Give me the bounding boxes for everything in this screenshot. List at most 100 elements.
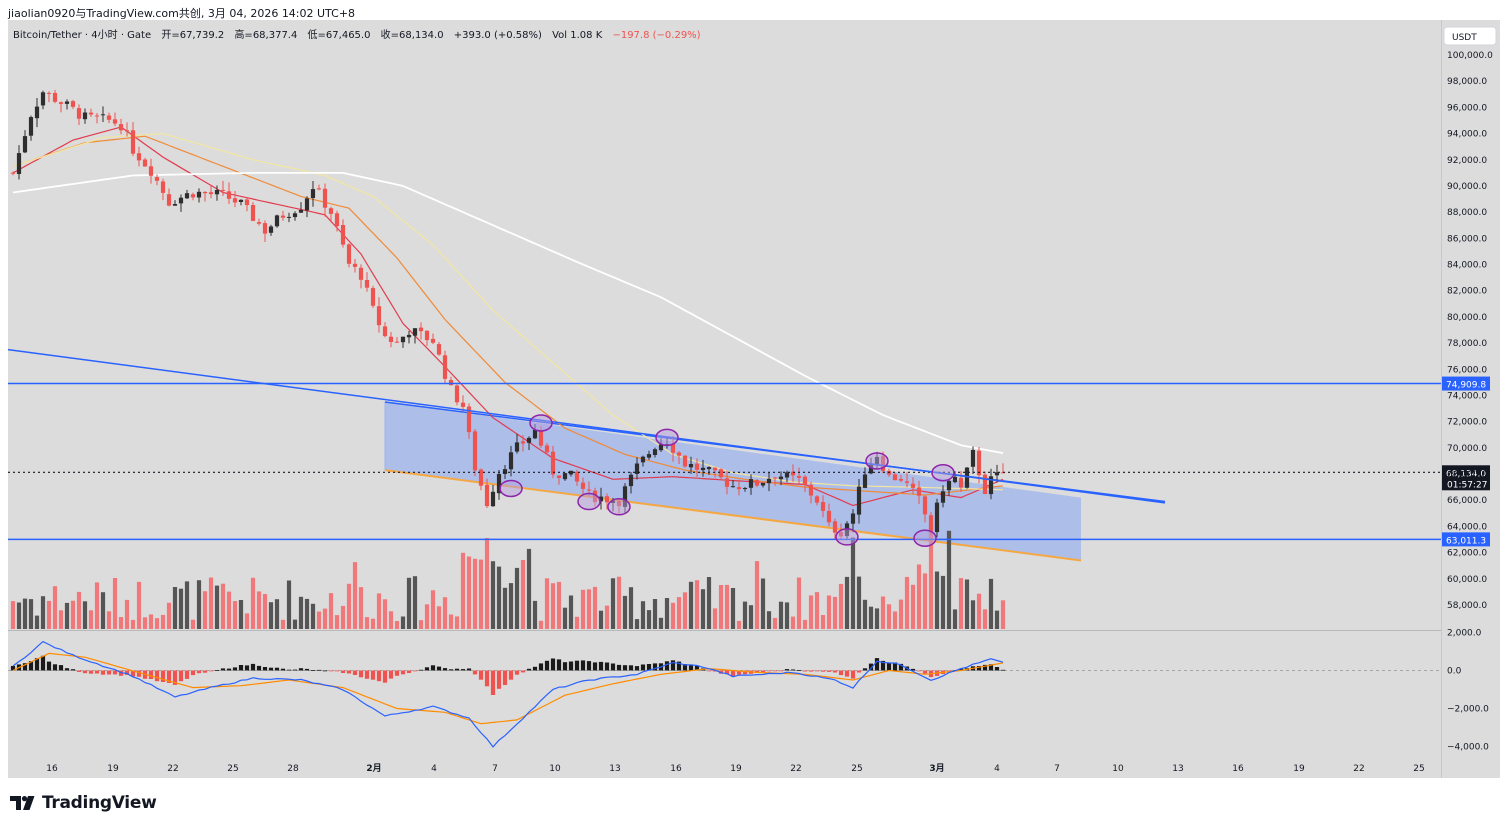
candle-body[interactable]: [28, 117, 34, 136]
candle-body[interactable]: [82, 112, 88, 120]
candle-body[interactable]: [952, 476, 958, 483]
candle-body[interactable]: [544, 445, 550, 453]
main-pane-background[interactable]: [8, 20, 1441, 630]
candle-body[interactable]: [622, 486, 628, 507]
currency-selector[interactable]: USDT: [1443, 26, 1497, 46]
horizontal-levels[interactable]: 74,909.8 63,011.3 68,134.001:57:27: [8, 376, 1490, 547]
candle-body[interactable]: [232, 198, 238, 203]
candle-body[interactable]: [370, 288, 376, 306]
candle-body[interactable]: [862, 474, 868, 488]
candle-body[interactable]: [286, 216, 292, 218]
candle-body[interactable]: [958, 477, 964, 488]
candle-body[interactable]: [532, 429, 538, 439]
candle-body[interactable]: [808, 484, 814, 496]
candle-body[interactable]: [760, 482, 766, 486]
candle-body[interactable]: [646, 454, 652, 458]
candle-body[interactable]: [130, 130, 136, 154]
candle-body[interactable]: [940, 491, 946, 503]
candle-body[interactable]: [604, 496, 610, 503]
candle-body[interactable]: [802, 476, 808, 485]
candle-body[interactable]: [208, 192, 214, 195]
candle-body[interactable]: [46, 92, 52, 94]
candle-body[interactable]: [136, 153, 142, 161]
candle-body[interactable]: [322, 188, 328, 208]
candle-body[interactable]: [634, 463, 640, 475]
level-price-badge[interactable]: [1442, 376, 1490, 391]
candle-body[interactable]: [196, 191, 202, 198]
highlight-circle[interactable]: [913, 529, 937, 547]
circled-points[interactable]: [499, 414, 955, 547]
tradingview-logo[interactable]: TradingView: [10, 793, 157, 813]
candle-body[interactable]: [268, 226, 274, 233]
candle-body[interactable]: [568, 470, 574, 475]
candle-body[interactable]: [328, 208, 334, 214]
candle-body[interactable]: [124, 130, 130, 132]
candle-body[interactable]: [256, 222, 262, 224]
currency-badge-box[interactable]: [1443, 26, 1497, 46]
candle-body[interactable]: [334, 213, 340, 227]
candle-body[interactable]: [310, 189, 316, 198]
candle-body[interactable]: [946, 480, 952, 491]
candle-body[interactable]: [376, 306, 382, 326]
candle-body[interactable]: [352, 263, 358, 267]
candle-body[interactable]: [550, 451, 556, 475]
candle-body[interactable]: [400, 336, 406, 343]
candle-body[interactable]: [916, 487, 922, 496]
candle-body[interactable]: [868, 464, 874, 474]
candle-body[interactable]: [142, 159, 148, 167]
candle-body[interactable]: [574, 471, 580, 482]
candle-body[interactable]: [100, 114, 106, 116]
highlight-circle[interactable]: [865, 452, 889, 470]
level-price-badge[interactable]: [1442, 532, 1490, 547]
candle-body[interactable]: [766, 478, 772, 484]
candle-body[interactable]: [736, 487, 742, 490]
candle-body[interactable]: [88, 112, 94, 115]
candle-body[interactable]: [22, 136, 28, 153]
candle-body[interactable]: [64, 101, 70, 104]
candle-body[interactable]: [244, 199, 250, 206]
candle-body[interactable]: [580, 482, 586, 489]
candle-body[interactable]: [682, 455, 688, 467]
candle-body[interactable]: [904, 481, 910, 483]
highlight-circle[interactable]: [931, 463, 955, 482]
candle-body[interactable]: [928, 515, 934, 531]
candle-body[interactable]: [472, 431, 478, 471]
candle-body[interactable]: [832, 521, 838, 533]
candle-body[interactable]: [280, 215, 286, 218]
candle-body[interactable]: [598, 496, 604, 502]
candle-body[interactable]: [676, 452, 682, 456]
candle-body[interactable]: [418, 327, 424, 332]
macd-pane-background[interactable]: [8, 631, 1441, 758]
candle-body[interactable]: [430, 338, 436, 343]
candle-body[interactable]: [988, 476, 994, 495]
candle-body[interactable]: [16, 153, 22, 174]
candle-body[interactable]: [556, 475, 562, 479]
candle-body[interactable]: [292, 213, 298, 218]
candle-body[interactable]: [706, 467, 712, 470]
moving-averages[interactable]: [12, 126, 1004, 507]
candle-body[interactable]: [724, 478, 730, 487]
candle-body[interactable]: [364, 280, 370, 288]
candle-body[interactable]: [934, 502, 940, 533]
candle-body[interactable]: [112, 119, 118, 124]
highlight-circle[interactable]: [835, 528, 859, 546]
candle-body[interactable]: [694, 463, 700, 470]
candle-body[interactable]: [178, 197, 184, 204]
candle-body[interactable]: [220, 189, 226, 191]
candle-body[interactable]: [688, 464, 694, 468]
candle-body[interactable]: [790, 471, 796, 476]
candle-body[interactable]: [784, 472, 790, 478]
candle-body[interactable]: [898, 479, 904, 481]
candle-body[interactable]: [424, 330, 430, 341]
candles[interactable]: [10, 89, 1006, 541]
price-axis[interactable]: 58,000.0 60,000.0 62,000.0 64,000.0 66,000.0…: [1447, 51, 1493, 753]
candle-body[interactable]: [526, 437, 532, 443]
highlight-circle[interactable]: [655, 428, 679, 447]
candle-body[interactable]: [892, 474, 898, 481]
candle-body[interactable]: [772, 477, 778, 479]
candle-body[interactable]: [976, 450, 982, 476]
candle-body[interactable]: [496, 474, 502, 494]
candle-body[interactable]: [718, 469, 724, 478]
candle-body[interactable]: [238, 199, 244, 202]
